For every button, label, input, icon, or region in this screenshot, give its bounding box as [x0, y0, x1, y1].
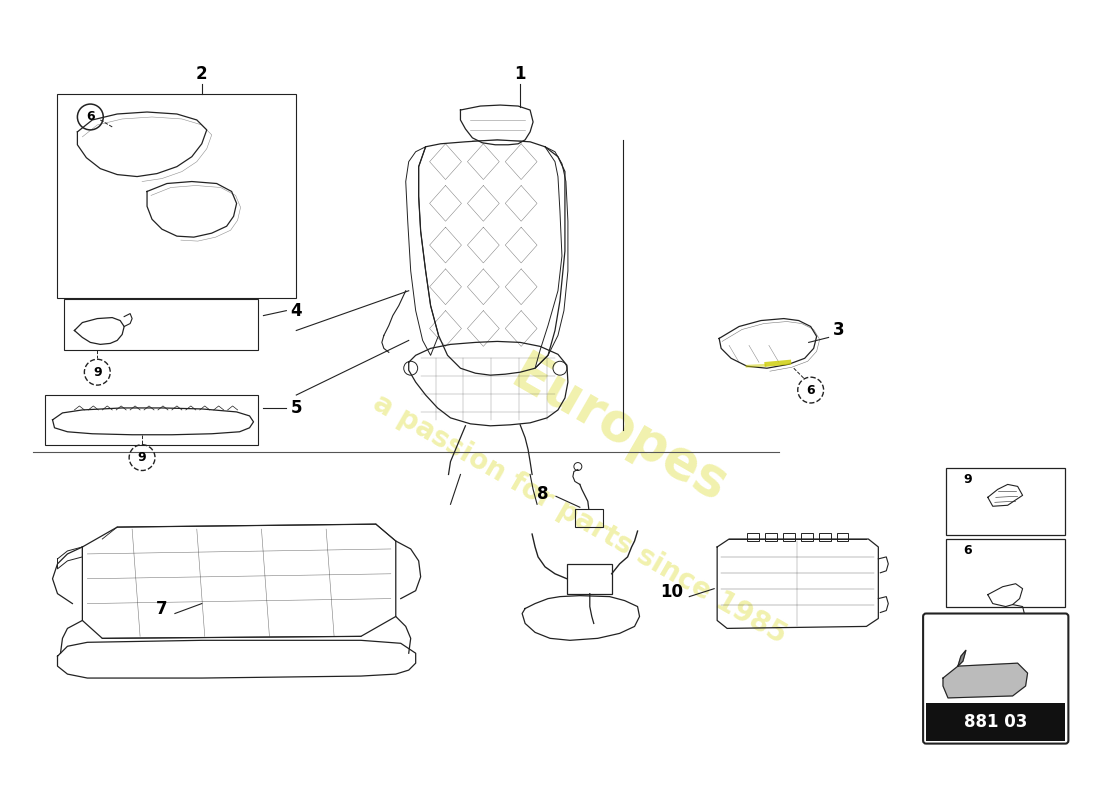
Text: 9: 9: [94, 366, 101, 378]
Text: 6: 6: [86, 110, 95, 123]
Bar: [57, 94, 296, 298]
Bar: [747, 533, 759, 541]
Bar: [801, 533, 813, 541]
Text: 9: 9: [962, 473, 971, 486]
Text: 1: 1: [515, 66, 526, 83]
Text: 5: 5: [290, 399, 303, 417]
Text: 881 03: 881 03: [964, 713, 1027, 730]
Text: Europes: Europes: [503, 347, 737, 513]
Text: 9: 9: [138, 451, 146, 464]
Bar: [926, 703, 1066, 741]
Bar: [818, 533, 830, 541]
Bar: [764, 533, 777, 541]
Text: 8: 8: [537, 486, 549, 503]
Text: 6: 6: [806, 383, 815, 397]
Text: 4: 4: [290, 302, 303, 320]
Bar: [65, 298, 258, 350]
FancyBboxPatch shape: [923, 614, 1068, 743]
Polygon shape: [943, 663, 1027, 698]
Bar: [783, 533, 795, 541]
Text: 3: 3: [833, 322, 845, 339]
Text: a passion for parts since 1985: a passion for parts since 1985: [368, 389, 792, 650]
Polygon shape: [958, 650, 966, 666]
Text: 10: 10: [660, 582, 683, 601]
Bar: [946, 539, 1066, 606]
Bar: [566, 564, 612, 594]
Text: 2: 2: [196, 66, 208, 83]
Bar: [946, 467, 1066, 535]
Bar: [575, 510, 603, 527]
Bar: [45, 395, 258, 445]
Text: 6: 6: [962, 545, 971, 558]
Bar: [836, 533, 848, 541]
Text: 7: 7: [156, 599, 168, 618]
